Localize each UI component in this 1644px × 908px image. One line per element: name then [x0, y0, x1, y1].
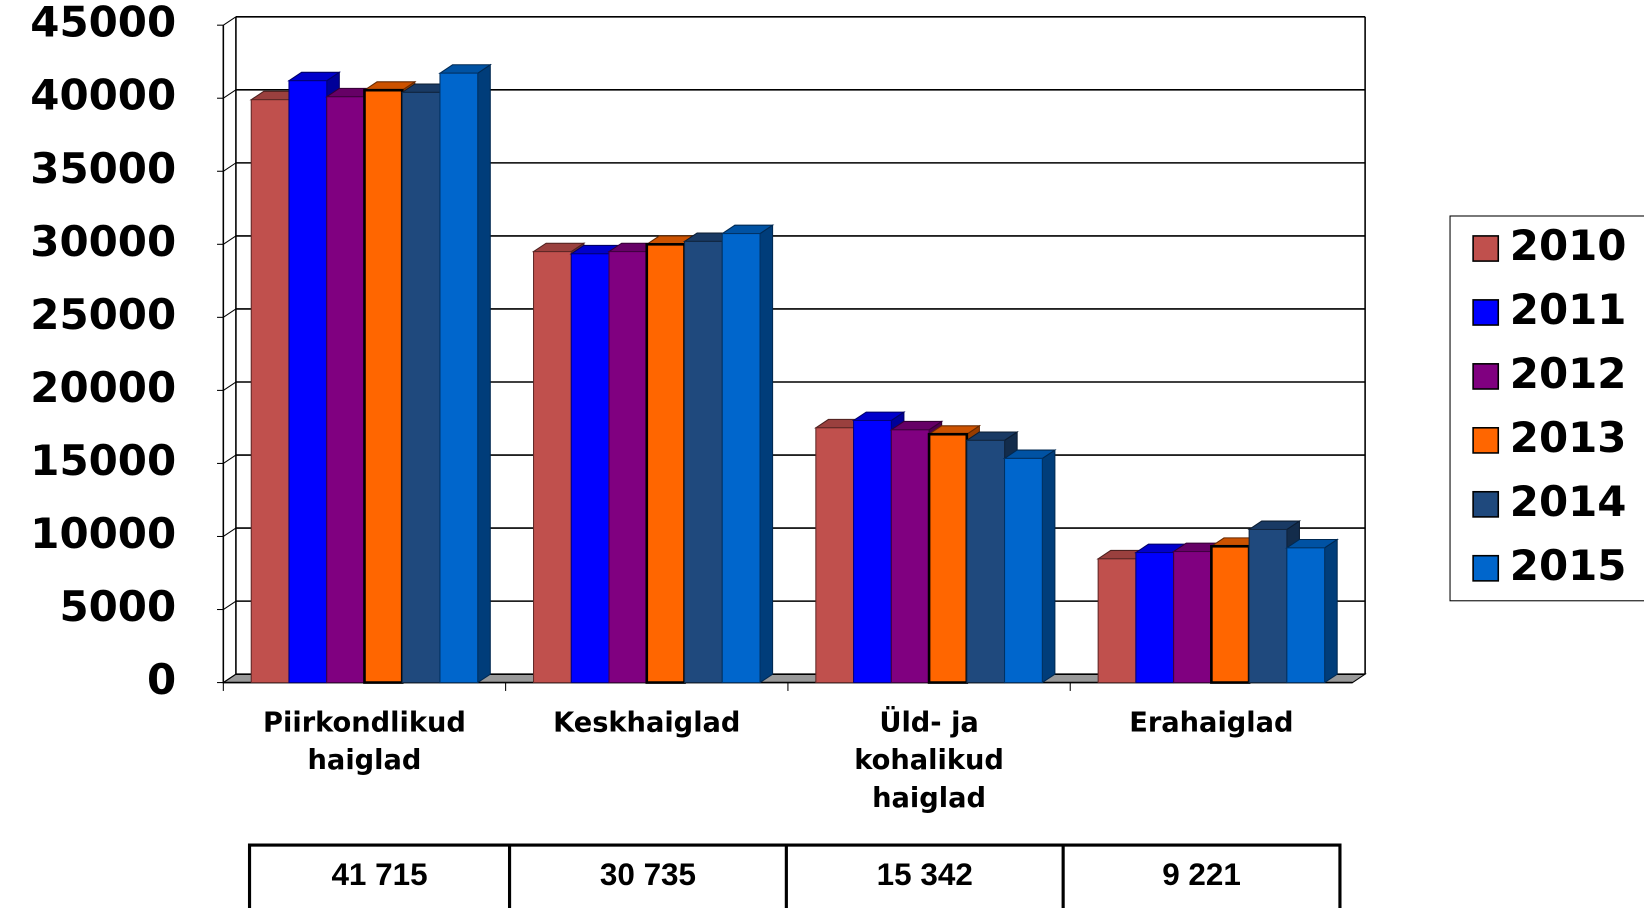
y-tick-label: 5000	[59, 582, 176, 631]
table-cell: 15 342	[877, 857, 973, 892]
bar	[853, 419, 892, 684]
legend-swatch	[1472, 299, 1500, 326]
legend-label: 2010	[1510, 221, 1627, 270]
y-tick-label: 10000	[30, 509, 176, 558]
y-tick-label: 45000	[30, 0, 176, 47]
legend-label: 2015	[1510, 541, 1627, 590]
legend-swatch	[1472, 490, 1500, 518]
y-tick-label: 30000	[30, 217, 176, 266]
legend-label: 2011	[1510, 285, 1627, 334]
grid-diag	[223, 235, 237, 245]
y-tick-label: 0	[147, 655, 176, 704]
bar	[645, 242, 686, 684]
legend-label: 2012	[1510, 349, 1627, 398]
x-tick-label: Piirkondlikud haiglad	[263, 707, 466, 776]
grid-diag	[223, 673, 237, 684]
grid-diag	[223, 454, 237, 464]
bar	[927, 432, 969, 684]
grid-diag	[223, 527, 237, 537]
bar	[570, 253, 610, 684]
y-tick-label: 40000	[30, 71, 176, 120]
bar	[1097, 558, 1137, 684]
bar	[1173, 551, 1212, 684]
y-tick-label: 35000	[30, 144, 176, 193]
bar	[966, 439, 1006, 684]
bar	[250, 99, 290, 684]
bar	[1248, 528, 1288, 684]
bar	[1210, 544, 1251, 684]
x-tick-label: Keskhaiglad	[553, 707, 740, 738]
x-tick-label: Erahaiglad	[1129, 707, 1293, 738]
grid-diag	[223, 16, 237, 26]
grid-diag	[223, 381, 237, 391]
bar-side	[477, 63, 491, 684]
bar	[721, 233, 761, 684]
legend-swatch	[1472, 235, 1500, 262]
bar	[683, 240, 723, 684]
y-tick-label: 25000	[30, 290, 176, 339]
grid-diag	[223, 89, 237, 99]
bar	[1286, 547, 1326, 684]
bar	[439, 72, 479, 684]
table-cell: 9 221	[1162, 857, 1241, 892]
bar	[533, 251, 572, 684]
bar-side	[759, 224, 774, 684]
legend-label: 2014	[1510, 477, 1627, 526]
bar-side	[1324, 538, 1338, 684]
bar	[1004, 457, 1043, 684]
legend-label: 2013	[1510, 413, 1627, 462]
bar	[608, 251, 648, 684]
bar	[1135, 552, 1175, 684]
table-border	[247, 843, 1342, 908]
grid-diag	[223, 162, 237, 172]
bar	[326, 96, 365, 684]
table-cell: 41 715	[331, 857, 427, 892]
bar	[288, 80, 328, 684]
grid-diag	[223, 308, 237, 318]
bar	[890, 429, 930, 684]
y-tick-label: 20000	[30, 363, 176, 412]
bar-side	[1041, 449, 1056, 684]
y-tick-label: 15000	[30, 436, 176, 485]
grid-diag	[223, 600, 237, 610]
legend-swatch	[1472, 427, 1500, 454]
table-cell: 30 735	[600, 857, 696, 892]
x-tick-label: Üld- ja kohalikud haiglad	[854, 705, 1004, 813]
legend-box	[1449, 215, 1644, 602]
legend-swatch	[1472, 554, 1500, 582]
legend-swatch	[1472, 363, 1500, 390]
bar	[401, 91, 441, 684]
bar	[815, 427, 855, 684]
bar	[363, 88, 404, 684]
